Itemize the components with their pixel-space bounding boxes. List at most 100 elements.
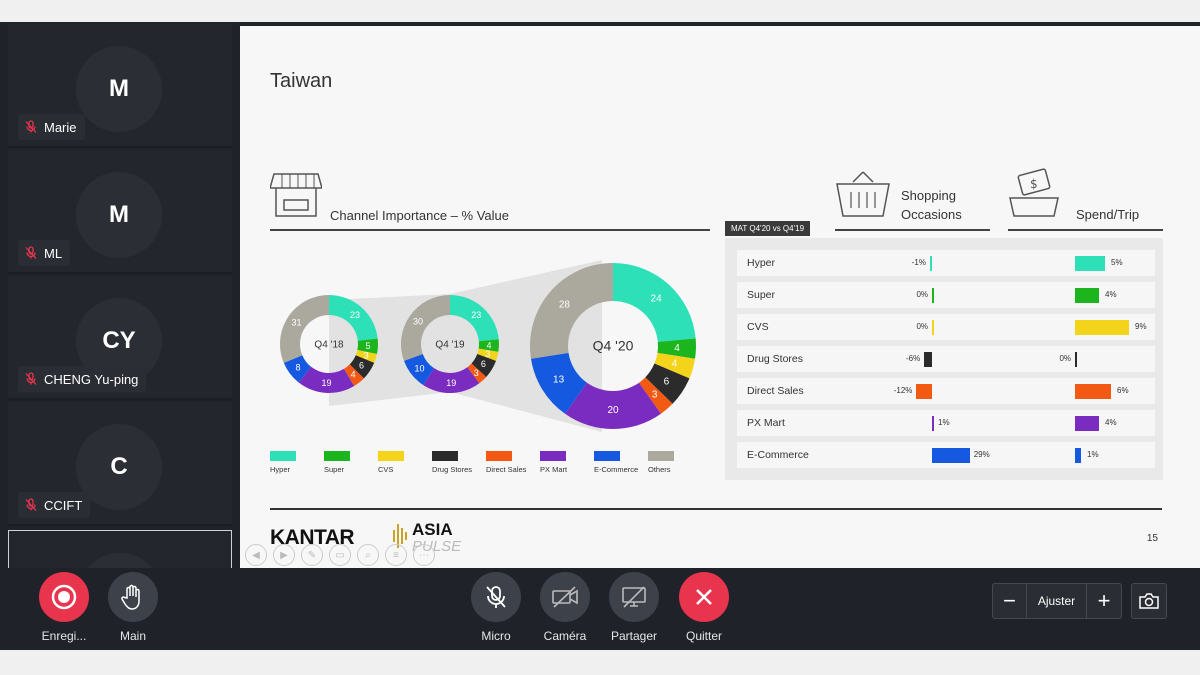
quit-button[interactable] <box>679 572 729 622</box>
legend-item: Drug Stores <box>432 451 472 474</box>
participant-tile[interactable]: M Marie <box>8 24 232 148</box>
next-slide-icon[interactable]: ▶ <box>273 544 295 566</box>
donut-slice <box>280 295 329 363</box>
spend-value: 1% <box>1087 450 1099 459</box>
occasions-value: 0% <box>916 290 928 299</box>
menu-icon[interactable]: ≡ <box>385 544 407 566</box>
slice-label: 19 <box>446 378 456 388</box>
donut-slice <box>343 364 364 387</box>
participant-tile[interactable]: CY CHENG Yu-ping <box>8 276 232 400</box>
store-icon <box>270 173 322 217</box>
mic-control[interactable]: Micro <box>461 572 531 643</box>
table-row: Direct Sales -12% 6% <box>737 378 1155 404</box>
camera-control[interactable]: Caméra <box>530 572 600 643</box>
slice-label: 3 <box>364 351 369 361</box>
avatar: M <box>76 46 162 132</box>
cash-basket-icon: $ <box>1009 168 1059 217</box>
occasions-value: -6% <box>905 354 921 363</box>
prev-slide-icon[interactable]: ◀ <box>245 544 267 566</box>
share-control[interactable]: Partager <box>599 572 669 643</box>
spend-value: 4% <box>1105 290 1117 299</box>
asia-pulse-logo: ASIA <box>412 520 453 539</box>
row-label: Direct Sales <box>747 385 804 397</box>
participant-tile[interactable]: C CCIFT <box>8 402 232 526</box>
avatar: C <box>76 424 162 510</box>
spend-bar <box>1075 448 1081 463</box>
zoom-icon[interactable]: ⌕ <box>357 544 379 566</box>
mic-button[interactable] <box>471 572 521 622</box>
quit-label: Quitter <box>685 629 722 643</box>
slice-label: 4 <box>674 343 680 354</box>
more-icon[interactable]: ⋯ <box>413 544 435 566</box>
hand-control[interactable]: Main <box>98 572 168 643</box>
slide-title: Taiwan <box>270 70 333 92</box>
asia-pulse-mark <box>393 524 407 548</box>
legend-label: PX Mart <box>540 465 568 474</box>
share-label: Partager <box>610 629 658 643</box>
record-button[interactable] <box>39 572 89 622</box>
table-row: Hyper -1% 5% <box>737 250 1155 276</box>
occasions-bar <box>932 416 934 431</box>
table-row: Drug Stores -6% 0% <box>737 346 1155 372</box>
slice-label: 4 <box>486 340 491 350</box>
period-badge: MAT Q4'20 vs Q4'19 <box>725 221 811 236</box>
donut-slice <box>613 263 696 342</box>
zoom-in-button[interactable]: + <box>1097 588 1111 613</box>
legend-label: Hyper <box>270 465 291 474</box>
shopping-label-2: Occasions <box>901 207 962 222</box>
donut-slice <box>471 354 496 377</box>
record-label: Enregi... <box>41 629 87 643</box>
occasions-bar <box>932 448 970 463</box>
legend-item: E-Commerce <box>594 451 638 474</box>
legend-swatch <box>378 451 404 461</box>
raise-hand-button[interactable] <box>108 572 158 622</box>
spend-value: 4% <box>1105 418 1117 427</box>
legend-label: Drug Stores <box>432 465 473 474</box>
legend-label: Super <box>324 465 345 474</box>
legend-swatch <box>540 451 566 461</box>
slide-nav-controls: ◀ ▶ ✎ ▭ ⌕ ≡ ⋯ <box>245 544 435 566</box>
donut-slice <box>450 295 499 342</box>
occasions-bar <box>924 352 932 367</box>
occasions-bar <box>932 288 934 303</box>
row-label: Drug Stores <box>747 353 804 365</box>
share-button[interactable] <box>609 572 659 622</box>
donut-slice <box>477 348 499 361</box>
camera-button[interactable] <box>540 572 590 622</box>
donut-slice <box>283 355 312 383</box>
occasions-bar <box>932 320 934 335</box>
mic-label: Micro <box>481 629 511 643</box>
zoom-fit-button[interactable]: Ajuster <box>1027 584 1087 618</box>
share-screen-off-icon <box>622 586 646 608</box>
legend-label: Direct Sales <box>486 465 527 474</box>
camera-off-icon <box>552 586 578 608</box>
participant-name: ML <box>44 245 63 261</box>
zoom-out-button[interactable]: − <box>993 584 1027 618</box>
slides-icon[interactable]: ▭ <box>329 544 351 566</box>
record-icon <box>51 584 77 610</box>
donut-slice <box>298 366 355 393</box>
donut-slice <box>478 339 499 352</box>
donut-center-label: Q4 '20 <box>593 338 634 354</box>
slice-label: 4 <box>351 370 356 380</box>
pen-icon[interactable]: ✎ <box>301 544 323 566</box>
slice-label: 3 <box>474 368 479 378</box>
mic-muted-icon <box>25 498 37 511</box>
participant-tile[interactable]: M ML <box>8 150 232 274</box>
quit-control[interactable]: Quitter <box>669 572 739 643</box>
spend-bar <box>1075 352 1077 367</box>
slice-label: 10 <box>415 363 425 373</box>
record-control[interactable]: Enregi... <box>29 572 99 643</box>
row-label: CVS <box>747 321 769 333</box>
shared-screen: Taiwan Channel Importance – % Value Shop… <box>240 26 1200 568</box>
slice-label: 8 <box>295 363 300 373</box>
snapshot-button[interactable] <box>1131 583 1167 619</box>
footer-divider <box>270 508 1162 510</box>
donut-center-label: Q4 '18 <box>314 339 344 350</box>
participant-tile-self[interactable] <box>8 530 232 568</box>
row-label: Hyper <box>747 257 776 269</box>
mic-muted-icon <box>25 246 37 259</box>
donut-slice <box>657 338 696 359</box>
spend-bar <box>1075 288 1099 303</box>
